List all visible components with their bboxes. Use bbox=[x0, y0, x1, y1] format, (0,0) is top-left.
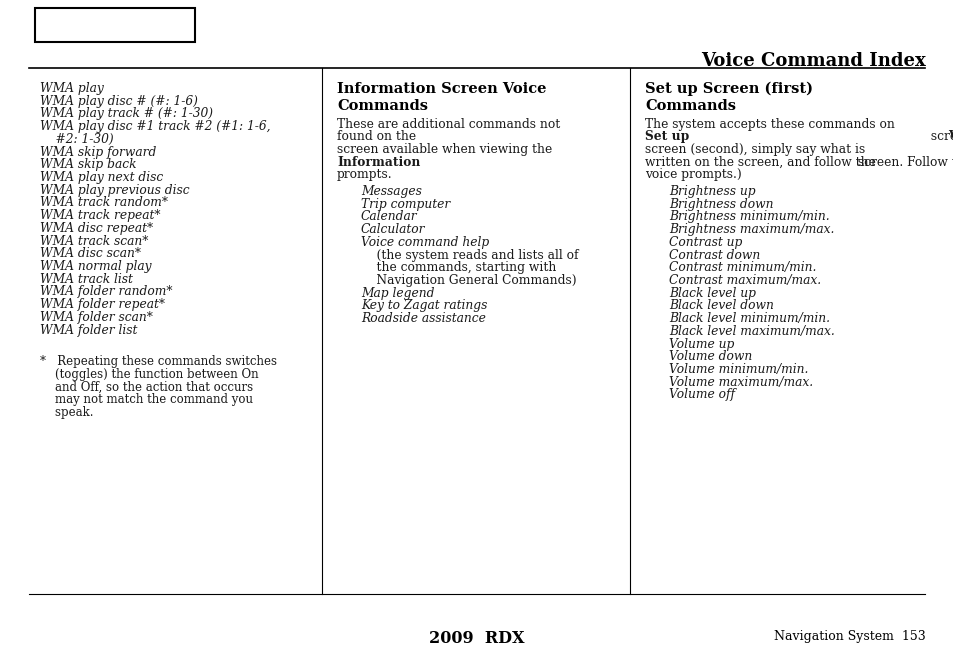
Text: Black level up: Black level up bbox=[668, 287, 755, 300]
Text: Volume maximum/max.: Volume maximum/max. bbox=[668, 376, 812, 389]
Text: Set up Screen (first): Set up Screen (first) bbox=[644, 82, 812, 96]
Text: and Off, so the action that occurs: and Off, so the action that occurs bbox=[40, 381, 253, 394]
Text: (the system reads and lists all of: (the system reads and lists all of bbox=[360, 248, 578, 261]
Text: WMA skip back: WMA skip back bbox=[40, 158, 136, 171]
Text: *   Repeating these commands switches: * Repeating these commands switches bbox=[40, 355, 276, 368]
Text: Brightness minimum/min.: Brightness minimum/min. bbox=[668, 211, 828, 224]
Text: found on the: found on the bbox=[336, 130, 419, 143]
Text: Navigation System  153: Navigation System 153 bbox=[773, 630, 924, 643]
Text: Set up: Set up bbox=[644, 130, 688, 143]
Text: voice prompts.): voice prompts.) bbox=[644, 168, 741, 181]
Text: prompts.: prompts. bbox=[336, 168, 393, 181]
Text: Map legend: Map legend bbox=[360, 287, 434, 300]
Text: WMA disc scan*: WMA disc scan* bbox=[40, 247, 141, 260]
Text: Calculator: Calculator bbox=[360, 223, 425, 236]
Text: WMA disc repeat*: WMA disc repeat* bbox=[40, 222, 153, 235]
Text: Volume off: Volume off bbox=[668, 389, 734, 402]
Text: Information Screen Voice: Information Screen Voice bbox=[336, 82, 546, 96]
Text: WMA play disc #1 track #2 (#1: 1-6,: WMA play disc #1 track #2 (#1: 1-6, bbox=[40, 120, 271, 133]
Text: WMA play next disc: WMA play next disc bbox=[40, 171, 163, 184]
Text: WMA play track # (#: 1-30): WMA play track # (#: 1-30) bbox=[40, 108, 213, 121]
Text: Messages: Messages bbox=[360, 185, 421, 198]
Text: Volume minimum/min.: Volume minimum/min. bbox=[668, 363, 807, 376]
Text: WMA folder scan*: WMA folder scan* bbox=[40, 311, 152, 324]
Text: Navigation General Commands): Navigation General Commands) bbox=[360, 274, 576, 287]
Text: Voice Command Help: Voice Command Help bbox=[947, 130, 953, 143]
Text: #2: 1-30): #2: 1-30) bbox=[40, 133, 113, 146]
Text: WMA folder list: WMA folder list bbox=[40, 323, 137, 336]
Text: Volume up: Volume up bbox=[668, 338, 734, 351]
Text: Contrast minimum/min.: Contrast minimum/min. bbox=[668, 261, 816, 274]
Text: screen (second), simply say what is: screen (second), simply say what is bbox=[644, 143, 864, 156]
Text: Roadside assistance: Roadside assistance bbox=[360, 312, 485, 325]
Text: may not match the command you: may not match the command you bbox=[40, 394, 253, 406]
Text: WMA skip forward: WMA skip forward bbox=[40, 145, 156, 158]
Text: Black level minimum/min.: Black level minimum/min. bbox=[668, 312, 829, 325]
Text: Voice Command Index: Voice Command Index bbox=[700, 52, 924, 70]
Text: WMA normal play: WMA normal play bbox=[40, 260, 152, 273]
Text: Information: Information bbox=[336, 156, 420, 169]
Text: Commands: Commands bbox=[336, 98, 428, 113]
Text: WMA play disc # (#: 1-6): WMA play disc # (#: 1-6) bbox=[40, 95, 197, 108]
Text: Key to Zagat ratings: Key to Zagat ratings bbox=[360, 299, 487, 312]
Text: written on the screen, and follow the: written on the screen, and follow the bbox=[644, 156, 875, 169]
Text: WMA track list: WMA track list bbox=[40, 273, 132, 286]
Text: Trip computer: Trip computer bbox=[360, 198, 450, 211]
Text: Brightness down: Brightness down bbox=[668, 198, 773, 211]
Text: WMA folder repeat*: WMA folder repeat* bbox=[40, 298, 165, 311]
Text: Commands: Commands bbox=[644, 98, 735, 113]
Text: WMA play previous disc: WMA play previous disc bbox=[40, 184, 190, 197]
Text: speak.: speak. bbox=[40, 406, 93, 419]
Text: Voice command help: Voice command help bbox=[360, 236, 489, 249]
Text: WMA folder random*: WMA folder random* bbox=[40, 286, 172, 299]
Text: Brightness maximum/max.: Brightness maximum/max. bbox=[668, 223, 833, 236]
Text: screen available when viewing the: screen available when viewing the bbox=[336, 143, 552, 156]
Text: WMA track random*: WMA track random* bbox=[40, 196, 168, 209]
Text: Brightness up: Brightness up bbox=[668, 185, 755, 198]
Text: WMA play: WMA play bbox=[40, 82, 104, 95]
Text: (toggles) the function between On: (toggles) the function between On bbox=[40, 368, 258, 381]
Text: Contrast down: Contrast down bbox=[668, 248, 760, 261]
Text: These are additional commands not: These are additional commands not bbox=[336, 117, 559, 130]
Text: Black level maximum/max.: Black level maximum/max. bbox=[668, 325, 834, 338]
Text: screen. Follow the voice: screen. Follow the voice bbox=[853, 156, 953, 169]
Text: screen (first). (For: screen (first). (For bbox=[926, 130, 953, 143]
Text: 2009  RDX: 2009 RDX bbox=[429, 630, 524, 647]
Text: Black level down: Black level down bbox=[668, 299, 773, 312]
Text: WMA track scan*: WMA track scan* bbox=[40, 235, 149, 248]
Text: The system accepts these commands on: The system accepts these commands on bbox=[644, 117, 894, 130]
Text: Contrast maximum/max.: Contrast maximum/max. bbox=[668, 274, 821, 287]
Text: Volume down: Volume down bbox=[668, 350, 751, 363]
Text: Calendar: Calendar bbox=[360, 211, 417, 224]
Text: WMA track repeat*: WMA track repeat* bbox=[40, 209, 160, 222]
Text: Contrast up: Contrast up bbox=[668, 236, 741, 249]
Text: the commands, starting with: the commands, starting with bbox=[360, 261, 556, 274]
Bar bbox=[35, 8, 194, 42]
